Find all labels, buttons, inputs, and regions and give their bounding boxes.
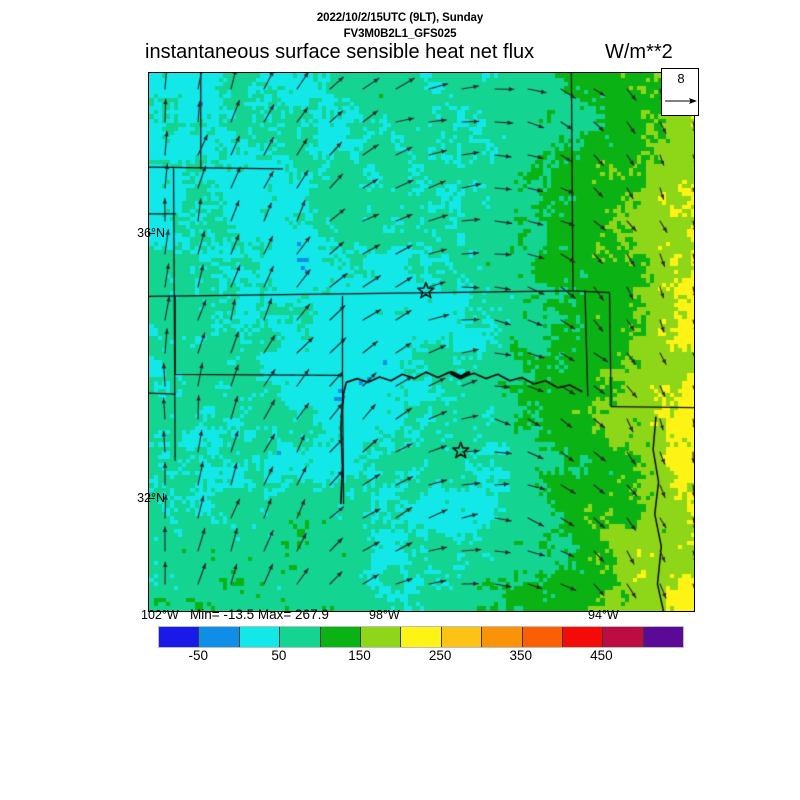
colorbar-segment-4 xyxy=(320,627,361,647)
colorbar-segment-9 xyxy=(522,627,563,647)
colorbar-tick-50: 50 xyxy=(271,648,287,663)
lat-tick-mark-32n xyxy=(148,498,155,499)
lon-tick-label-102w: 102°W xyxy=(141,608,179,622)
colorbar-segment-10 xyxy=(562,627,604,647)
colorbar-segment-8 xyxy=(482,627,523,647)
lat-tick-mark-36n xyxy=(148,233,155,234)
wind-key-magnitude: 8 xyxy=(677,71,685,86)
lat-tick-label-36n: 36°N xyxy=(137,226,165,240)
colorbar-tick-150: 150 xyxy=(348,648,371,663)
colorbar-segment-0 xyxy=(159,627,200,647)
model-title: FV3M0B2L1_GFS025 xyxy=(343,28,457,40)
wind-arrow-icon xyxy=(665,98,697,104)
colorbar-segment-1 xyxy=(199,627,240,647)
lat-tick-label-32n: 32°N xyxy=(137,491,165,505)
colorbar-tick-250: 250 xyxy=(428,648,452,663)
lon-tick-label-98w: 98°W xyxy=(369,608,400,622)
colorbar-segment-12 xyxy=(643,627,684,647)
colorbar-segment-11 xyxy=(603,627,644,647)
lon-tick-label-94w: 94°W xyxy=(588,608,619,622)
wind-vector-key: 8 xyxy=(661,68,699,116)
colorbar-segment-5 xyxy=(360,627,402,647)
units-label: W/m**2 xyxy=(605,41,673,63)
heatmap-canvas xyxy=(149,73,694,611)
datetime-title: 2022/10/2/15UTC (9LT), Sunday xyxy=(316,12,484,24)
colorbar-tick--50: -50 xyxy=(188,648,209,663)
variable-title: instantaneous surface sensible heat net … xyxy=(145,41,535,63)
colorbar[interactable] xyxy=(158,626,684,648)
colorbar-segment-3 xyxy=(280,627,321,647)
map-plot-area[interactable] xyxy=(148,72,695,612)
colorbar-segment-6 xyxy=(401,627,442,647)
minmax-stats: Min= -13.5 Max= 267.9 xyxy=(190,607,329,622)
colorbar-tick-450: 450 xyxy=(590,648,613,663)
colorbar-tick-350: 350 xyxy=(509,648,533,663)
colorbar-segment-7 xyxy=(441,627,483,647)
colorbar-segment-2 xyxy=(239,627,281,647)
